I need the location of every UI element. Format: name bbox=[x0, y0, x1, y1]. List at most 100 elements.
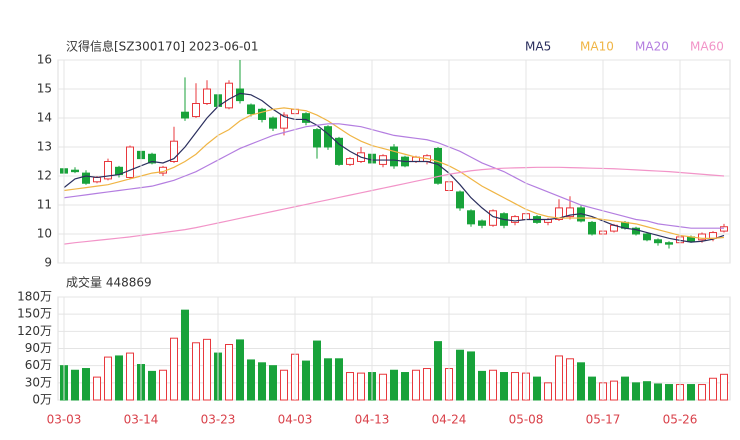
volume-bar bbox=[654, 383, 662, 401]
candle-body bbox=[313, 129, 321, 148]
legend-label: MA10 bbox=[580, 40, 614, 54]
volume-bar bbox=[621, 376, 629, 401]
candle-body bbox=[170, 140, 178, 162]
x-tick-label: 04-03 bbox=[278, 413, 313, 427]
volume-bar bbox=[544, 382, 552, 401]
candle-body bbox=[126, 146, 134, 178]
volume-bar bbox=[313, 340, 321, 401]
chart-title: 汉得信息[SZ300170] 2023-06-01 bbox=[66, 39, 259, 54]
ma-line bbox=[63, 107, 725, 239]
volume-bar bbox=[687, 384, 695, 401]
volume-bar bbox=[115, 355, 123, 401]
y-tick-label: 150万 bbox=[17, 307, 52, 321]
volume-bar bbox=[225, 343, 233, 401]
y-tick-label: 11 bbox=[37, 198, 52, 212]
y-tick-label: 90万 bbox=[25, 341, 52, 355]
candle-body bbox=[456, 191, 464, 209]
legend-label: MA5 bbox=[525, 40, 551, 54]
candle-body bbox=[71, 169, 79, 173]
x-tick-label: 03-03 bbox=[47, 413, 82, 427]
volume-bar bbox=[610, 380, 618, 401]
volume-bar bbox=[401, 372, 409, 401]
volume-bar bbox=[236, 339, 244, 401]
y-tick-label: 180万 bbox=[17, 290, 52, 304]
volume-bar bbox=[346, 372, 354, 401]
volume-bar bbox=[566, 358, 574, 401]
y-tick-label: 0万 bbox=[32, 393, 52, 407]
volume-bar bbox=[148, 370, 156, 401]
candle-body bbox=[555, 207, 563, 220]
volume-bar bbox=[720, 373, 728, 401]
volume-bar bbox=[500, 372, 508, 401]
volume-title: 成交量 448869 bbox=[66, 275, 152, 290]
volume-bar bbox=[412, 369, 420, 401]
candle-body bbox=[566, 207, 574, 218]
volume-bar bbox=[280, 369, 288, 401]
candle-body bbox=[698, 233, 706, 241]
volume-bar bbox=[632, 382, 640, 401]
volume-bar bbox=[192, 342, 200, 401]
volume-bar bbox=[335, 358, 343, 401]
y-tick-label: 15 bbox=[37, 82, 52, 96]
volume-bar bbox=[555, 355, 563, 401]
candle-body bbox=[335, 137, 343, 165]
volume-bar bbox=[434, 341, 442, 401]
legend-label: MA60 bbox=[690, 40, 724, 54]
y-tick-label: 60万 bbox=[25, 358, 52, 372]
candle-body bbox=[93, 176, 101, 183]
candle-body bbox=[148, 153, 156, 164]
candle-body bbox=[720, 226, 728, 232]
volume-bar bbox=[698, 384, 706, 401]
volume-bar bbox=[324, 358, 332, 401]
volume-bar bbox=[489, 369, 497, 401]
volume-bar bbox=[159, 369, 167, 401]
y-tick-label: 13 bbox=[37, 140, 52, 154]
candle-body bbox=[346, 158, 354, 165]
candle-body bbox=[181, 111, 189, 119]
volume-bar bbox=[709, 377, 717, 401]
candle-body bbox=[258, 108, 266, 120]
candle-body bbox=[390, 146, 398, 167]
volume-bar bbox=[71, 369, 79, 401]
volume-bar bbox=[665, 384, 673, 401]
candle-body bbox=[192, 103, 200, 118]
candle-body bbox=[82, 172, 90, 184]
y-tick-label: 16 bbox=[37, 53, 52, 67]
volume-bar bbox=[269, 365, 277, 401]
volume-bar bbox=[258, 362, 266, 401]
legend-label: MA20 bbox=[635, 40, 669, 54]
volume-bar bbox=[588, 376, 596, 401]
candle-body bbox=[302, 113, 310, 123]
volume-bar bbox=[423, 368, 431, 401]
candle-body bbox=[643, 233, 651, 241]
volume-bar bbox=[104, 356, 112, 401]
candle-body bbox=[467, 210, 475, 225]
volume-bar bbox=[643, 381, 651, 401]
volume-bar bbox=[247, 359, 255, 401]
x-tick-label: 05-08 bbox=[509, 413, 544, 427]
volume-bar bbox=[511, 372, 519, 401]
volume-bar bbox=[390, 369, 398, 401]
volume-bar bbox=[379, 373, 387, 401]
candle-body bbox=[478, 220, 486, 226]
volume-bar bbox=[181, 309, 189, 401]
volume-bar bbox=[533, 376, 541, 401]
ma-line bbox=[63, 166, 725, 245]
ma-line bbox=[63, 123, 724, 229]
candle-body bbox=[280, 114, 288, 129]
candle-body bbox=[489, 210, 497, 226]
volume-bar bbox=[456, 349, 464, 401]
x-tick-label: 05-17 bbox=[586, 413, 621, 427]
volume-bar bbox=[478, 370, 486, 401]
y-tick-label: 12 bbox=[37, 169, 52, 183]
candle-body bbox=[269, 117, 277, 129]
volume-bar bbox=[203, 338, 211, 401]
candle-body bbox=[104, 161, 112, 180]
volume-bar bbox=[93, 376, 101, 401]
volume-bar bbox=[302, 360, 310, 401]
ma-line bbox=[63, 92, 725, 243]
candle-body bbox=[511, 216, 519, 223]
x-tick-label: 03-14 bbox=[124, 413, 159, 427]
volume-bar bbox=[126, 352, 134, 401]
